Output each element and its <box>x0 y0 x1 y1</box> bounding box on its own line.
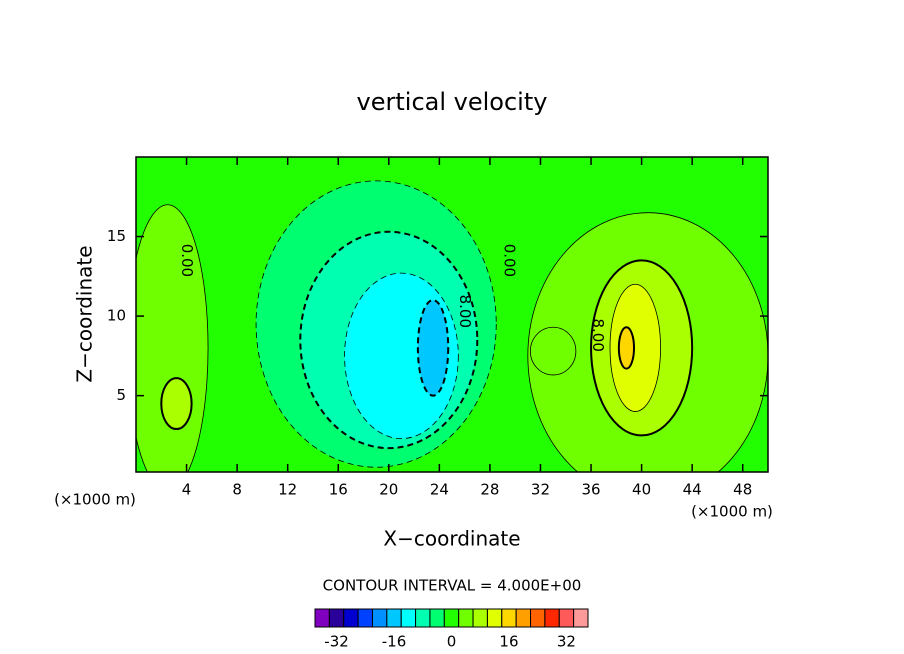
contour-region <box>160 377 193 431</box>
contour-label: 8.00 <box>456 295 474 328</box>
contour-region <box>609 283 661 412</box>
x-tick-label: 4 <box>182 481 192 499</box>
colorbar-box <box>486 608 503 628</box>
colorbar-box <box>386 608 402 628</box>
colorbar-box <box>400 608 417 628</box>
x-tick-label: 48 <box>733 481 752 499</box>
colorbar-box <box>314 608 330 628</box>
y-tick-label: 5 <box>116 386 126 404</box>
colorbar-tick-label: 16 <box>499 633 518 651</box>
chart-title: vertical velocity <box>357 88 548 116</box>
x-tick-label: 8 <box>232 481 242 499</box>
contour-region <box>529 326 577 376</box>
x-tick-label: 40 <box>632 481 651 499</box>
y-tick-label: 15 <box>107 227 126 245</box>
colorbar-tick-label: -32 <box>324 633 349 651</box>
x-tick-label: 16 <box>329 481 348 499</box>
colorbar-box <box>558 608 575 628</box>
colorbar-box <box>415 608 431 628</box>
colorbar-box <box>443 608 460 628</box>
x-unit: (×1000 m) <box>54 491 136 509</box>
contour-region <box>617 326 636 370</box>
colorbar-box <box>429 608 445 628</box>
x-tick-label: 24 <box>430 481 449 499</box>
colorbar-box <box>544 608 560 628</box>
colorbar-box <box>357 608 373 628</box>
colorbar-box <box>328 608 345 628</box>
x-tick-label: 12 <box>278 481 297 499</box>
y-tick-label: 10 <box>107 307 126 325</box>
contour-label: 0.00 <box>500 244 518 277</box>
contour-label: 8.00 <box>589 318 607 351</box>
x-tick-label: 28 <box>480 481 499 499</box>
colorbar-box <box>501 608 517 628</box>
x-axis-title: X−coordinate <box>383 527 520 551</box>
colorbar-box <box>458 608 474 628</box>
colorbar-box <box>515 608 532 628</box>
contour-region <box>416 299 450 397</box>
y-axis-title: Z−coordinate <box>73 245 97 382</box>
colorbar-box <box>573 608 589 628</box>
colorbar-box <box>371 608 388 628</box>
plot-area <box>136 157 768 472</box>
y-unit: (×1000 m) <box>691 503 773 521</box>
contour-interval: CONTOUR INTERVAL = 4.000E+00 <box>323 577 582 595</box>
colorbar-box <box>472 608 488 628</box>
contour-label: 0.00 <box>178 244 196 277</box>
colorbar-tick-label: 0 <box>447 633 457 651</box>
colorbar-box <box>343 608 359 628</box>
x-tick-label: 20 <box>379 481 398 499</box>
colorbar-box <box>530 608 546 628</box>
colorbar-tick-label: -16 <box>382 633 407 651</box>
x-tick-label: 44 <box>683 481 702 499</box>
colorbar-tick-label: 32 <box>557 633 576 651</box>
x-tick-label: 36 <box>581 481 600 499</box>
x-tick-label: 32 <box>531 481 550 499</box>
plot-frame <box>135 156 769 473</box>
